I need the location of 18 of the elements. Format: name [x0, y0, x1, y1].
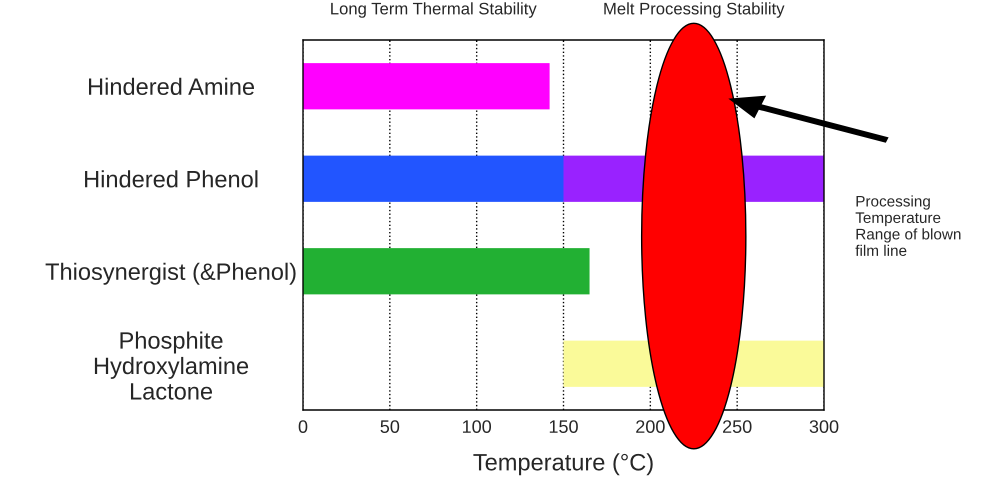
x-tick-label: 0 [298, 420, 308, 433]
y-tick-label: Hindered Amine [88, 78, 254, 96]
text: Long Term Thermal Stability [331, 2, 537, 18]
text: Melt Processing Stability [604, 2, 784, 18]
x-tick-label: 300 [810, 420, 838, 433]
y-tick-label: Phosphite Hydroxylamine Lactone [94, 331, 248, 400]
y-tick-label: Hindered Phenol [85, 170, 258, 188]
x-tick-label: 150 [550, 420, 578, 433]
text: Processing Temperature Range of blown film line [855, 195, 960, 256]
x-tick-label: 200 [636, 420, 665, 433]
bar [303, 156, 564, 202]
bar [303, 63, 550, 110]
x-tick-label: 100 [462, 420, 492, 433]
y-tick-label: Thiosynergist (&Phenol) [46, 262, 296, 285]
x-tick-label: 250 [723, 420, 752, 433]
x-axis-title: Temperature (°C) [473, 453, 653, 476]
x-tick-label: 50 [380, 420, 400, 433]
bar [303, 248, 590, 294]
